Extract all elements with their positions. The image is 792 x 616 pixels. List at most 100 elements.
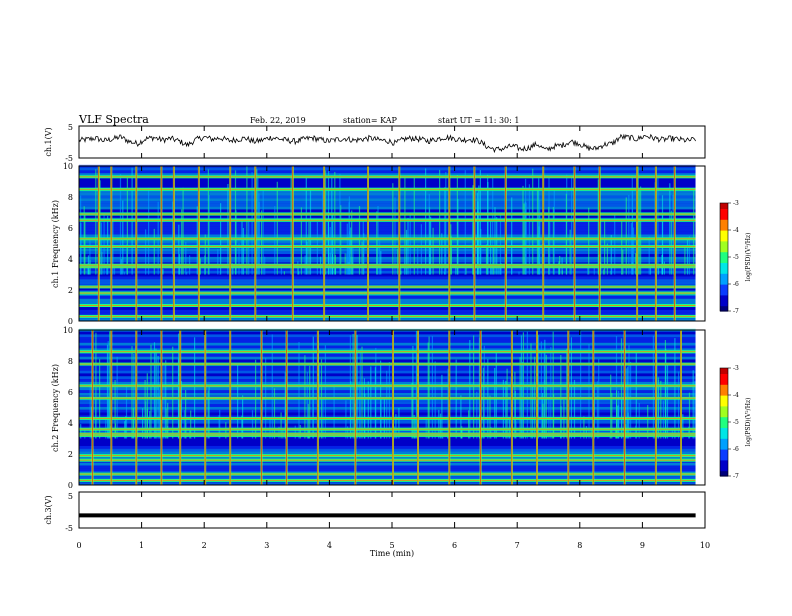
station-label: station= KAP <box>343 116 398 125</box>
spectrogram-impulse-core <box>511 330 512 485</box>
figure-title: VLF Spectra <box>78 113 149 126</box>
spectrogram-texture-row <box>79 346 696 349</box>
spectrogram-impulse-core <box>681 330 682 485</box>
spectrogram-impulse-core <box>593 330 594 485</box>
spectrogram-blank <box>696 330 705 485</box>
spectrogram-streak <box>392 183 393 274</box>
spectrogram-impulse-core <box>505 166 506 321</box>
spectrogram-texture-row <box>79 195 696 198</box>
spectrogram-texture-row <box>79 229 696 232</box>
spectrogram-impulse-core <box>655 166 656 321</box>
spectrogram-impulse-core <box>393 330 394 485</box>
spectrogram-streak <box>435 361 436 438</box>
spectrogram-streak <box>352 246 353 275</box>
ch1-ylabel: ch.1(V) <box>44 127 53 156</box>
spectrogram-streak <box>487 182 488 275</box>
spectrogram-band-core <box>79 351 696 352</box>
time-tick-label: 6 <box>452 541 457 550</box>
spectrogram-band-core <box>79 385 696 386</box>
spectrogram-texture-row <box>79 404 696 407</box>
date-label: Feb. 22, 2019 <box>250 116 306 125</box>
spectrogram-impulse-core <box>474 166 475 321</box>
spectrogram-streak <box>310 189 311 274</box>
spectrogram-texture-row <box>79 201 696 204</box>
spectrogram-streak <box>477 193 478 275</box>
time-tick-label: 2 <box>202 541 207 550</box>
spectrogram-texture-row <box>79 282 696 285</box>
spectrogram-texture-row <box>79 179 696 182</box>
colorbar-tick-label: -6 <box>733 281 739 288</box>
time-tick-label: 10 <box>700 541 710 550</box>
ch3-ytick-bottom: -5 <box>65 524 73 533</box>
spectrogram-band-core <box>79 265 696 266</box>
spectrogram-streak <box>529 184 530 274</box>
spectrogram-band-core <box>79 176 696 177</box>
spectrogram-impulse-core <box>92 330 93 485</box>
spectrogram-streak <box>252 172 253 274</box>
spectrogram-texture-row <box>79 170 696 173</box>
ch2-spectrogram-panel: 0 2 4 6 8 10 ch.2 Frequency (kHz) <box>51 326 705 490</box>
spectrogram-impulse-core <box>98 166 99 321</box>
spectrogram-streak <box>235 170 236 274</box>
spectrogram-impulse-core <box>136 166 137 321</box>
ch3-ytick-top: 5 <box>68 492 73 501</box>
spectrogram-band-core <box>79 189 696 190</box>
spectrogram-streak <box>672 195 673 275</box>
spectrogram-texture-row <box>79 198 696 201</box>
spectrogram-texture-row <box>79 254 696 257</box>
spectrogram-texture-row <box>79 307 696 310</box>
spectrogram-streak <box>349 196 350 274</box>
spectrogram-impulse-core <box>480 330 481 485</box>
spectrogram-texture-row <box>79 357 696 360</box>
spectrogram-streak <box>172 347 173 439</box>
spectrogram-streak <box>370 366 371 438</box>
spectrogram-impulse-core <box>292 166 293 321</box>
colorbar-label: log(PSD)(V²/Hz) <box>745 398 752 447</box>
spectrogram-impulse-core <box>655 330 656 485</box>
spectrogram-streak <box>566 194 567 275</box>
spectrogram-band-core <box>79 214 696 215</box>
spectrogram-texture-row <box>79 240 696 243</box>
spectrogram-texture-row <box>79 343 696 346</box>
spectrogram-texture-row <box>79 390 696 393</box>
spectrogram-band-core <box>79 293 696 294</box>
spectrogram-streak <box>183 188 184 275</box>
spectrogram-streak <box>439 170 440 275</box>
ch2-ytick-8: 8 <box>68 357 73 366</box>
spectrogram-impulse-core <box>205 330 206 485</box>
spectrogram-streak <box>380 251 381 274</box>
spectrogram-streak <box>205 235 206 275</box>
spectrogram-streak <box>657 178 658 275</box>
spectrogram-impulse-core <box>261 330 262 485</box>
colorbar-tick-label: -3 <box>733 365 739 372</box>
spectrogram-streak <box>227 184 228 275</box>
spectrogram-streak <box>496 353 497 439</box>
spectrogram-impulse-core <box>286 330 287 485</box>
spectrogram-streak <box>562 270 563 274</box>
spectrogram-streak <box>309 366 310 439</box>
spectrogram-texture-row <box>79 424 696 427</box>
spectrogram-streak <box>511 197 512 274</box>
spectrogram-streak <box>364 394 365 439</box>
spectrogram-band-core <box>79 220 696 221</box>
ch2-spectrogram-image <box>79 329 705 485</box>
spectrogram-streak <box>95 169 96 274</box>
spectrogram-streak <box>164 366 165 439</box>
spectrogram-streak <box>537 190 538 275</box>
spectrogram-texture-row <box>79 232 696 235</box>
spectrogram-impulse-core <box>180 330 181 485</box>
spectrogram-streak <box>325 170 326 274</box>
spectrogram-streak <box>108 341 109 438</box>
spectrogram-texture-row <box>79 359 696 362</box>
spectrogram-streak <box>150 345 151 439</box>
spectrogram-texture-row <box>79 387 696 390</box>
spectrogram-band-core <box>79 433 696 434</box>
time-tick-label: 7 <box>515 541 520 550</box>
spectrogram-streak <box>628 195 629 275</box>
colorbar-segment <box>720 203 728 205</box>
colorbar-tick-label: -7 <box>733 473 739 480</box>
spectrogram-texture-row <box>79 260 696 263</box>
spectrogram-texture-row <box>79 276 696 279</box>
spectrogram-texture-row <box>79 235 696 238</box>
